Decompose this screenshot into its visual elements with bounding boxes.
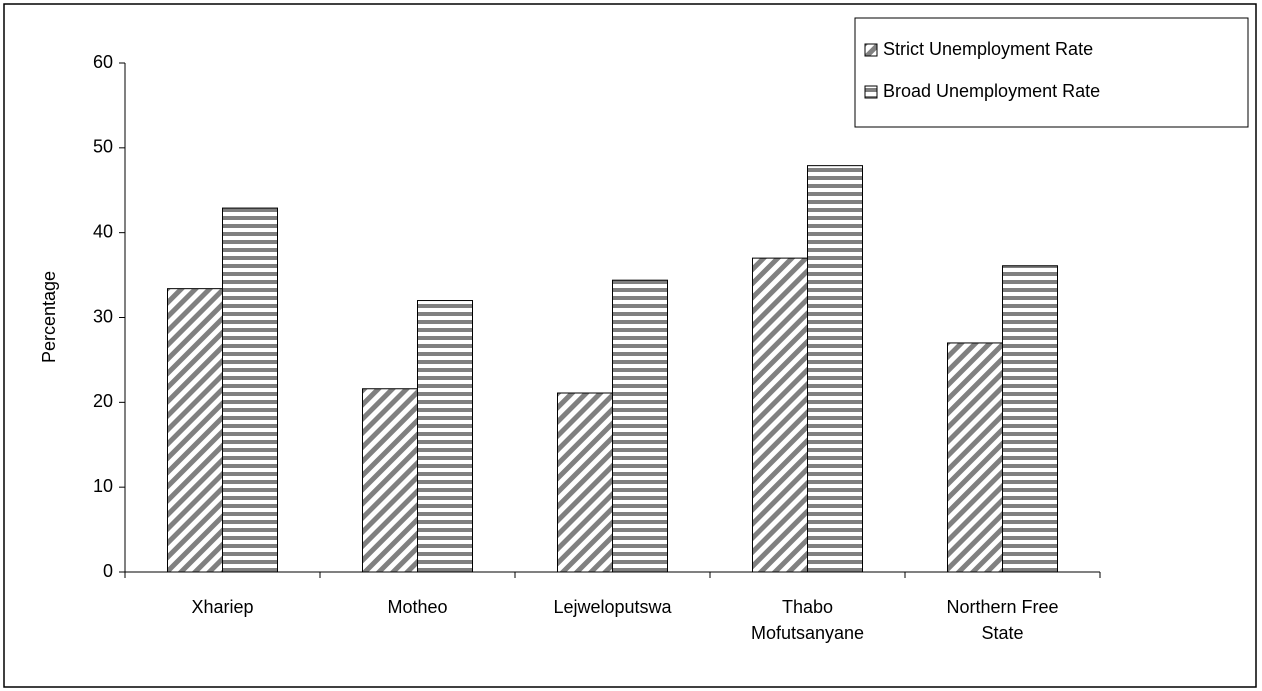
legend-swatch [864,43,878,57]
y-tick-label: 10 [93,476,113,496]
legend-label: Strict Unemployment Rate [883,39,1093,59]
bar [557,392,613,573]
bar [417,300,473,573]
y-tick-label: 0 [103,561,113,581]
bar [807,165,863,573]
bar [612,279,668,573]
bar [752,257,808,573]
bar [362,388,418,573]
y-tick-label: 50 [93,137,113,157]
y-tick-label: 30 [93,306,113,326]
y-tick-label: 40 [93,221,113,241]
frame [3,3,1257,688]
bar [167,288,223,573]
x-tick-label: Thabo Mofutsanyane [750,597,865,643]
bar [222,207,278,573]
legend-box [854,17,1249,128]
x-tick-label: Xhariep [191,597,254,617]
y-tick-label: 20 [93,391,113,411]
x-tick-label: Lejweloputswa [553,597,672,617]
legend-label: Broad Unemployment Rate [883,81,1100,101]
legend-swatch [864,85,878,99]
bar [947,342,1003,573]
x-tick-label: Northern Free State [946,597,1059,643]
y-axis-label: Percentage [39,271,59,363]
bar [1002,265,1058,573]
x-tick-label: Motheo [387,597,448,617]
y-tick-label: 60 [93,52,113,72]
